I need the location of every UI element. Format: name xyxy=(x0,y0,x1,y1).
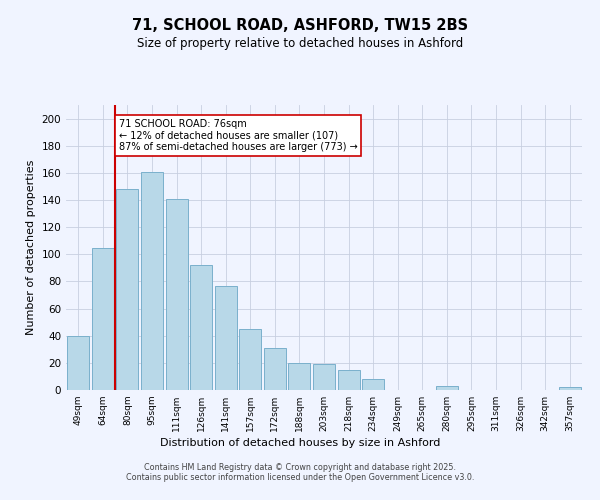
Bar xyxy=(362,379,384,390)
Text: Distribution of detached houses by size in Ashford: Distribution of detached houses by size … xyxy=(160,438,440,448)
Bar xyxy=(92,248,114,390)
Bar xyxy=(436,386,458,390)
Bar xyxy=(215,286,237,390)
Text: 71, SCHOOL ROAD, ASHFORD, TW15 2BS: 71, SCHOOL ROAD, ASHFORD, TW15 2BS xyxy=(132,18,468,32)
Text: 71 SCHOOL ROAD: 76sqm
← 12% of detached houses are smaller (107)
87% of semi-det: 71 SCHOOL ROAD: 76sqm ← 12% of detached … xyxy=(119,118,358,152)
Bar xyxy=(264,348,286,390)
Bar xyxy=(141,172,163,390)
Bar xyxy=(338,370,359,390)
Bar xyxy=(67,336,89,390)
Bar xyxy=(190,265,212,390)
Y-axis label: Number of detached properties: Number of detached properties xyxy=(26,160,36,335)
Bar xyxy=(166,198,188,390)
Text: Size of property relative to detached houses in Ashford: Size of property relative to detached ho… xyxy=(137,38,463,51)
Bar xyxy=(116,189,139,390)
Bar xyxy=(313,364,335,390)
Bar xyxy=(239,329,262,390)
Bar xyxy=(289,363,310,390)
Text: Contains HM Land Registry data © Crown copyright and database right 2025.
Contai: Contains HM Land Registry data © Crown c… xyxy=(126,463,474,482)
Bar xyxy=(559,388,581,390)
